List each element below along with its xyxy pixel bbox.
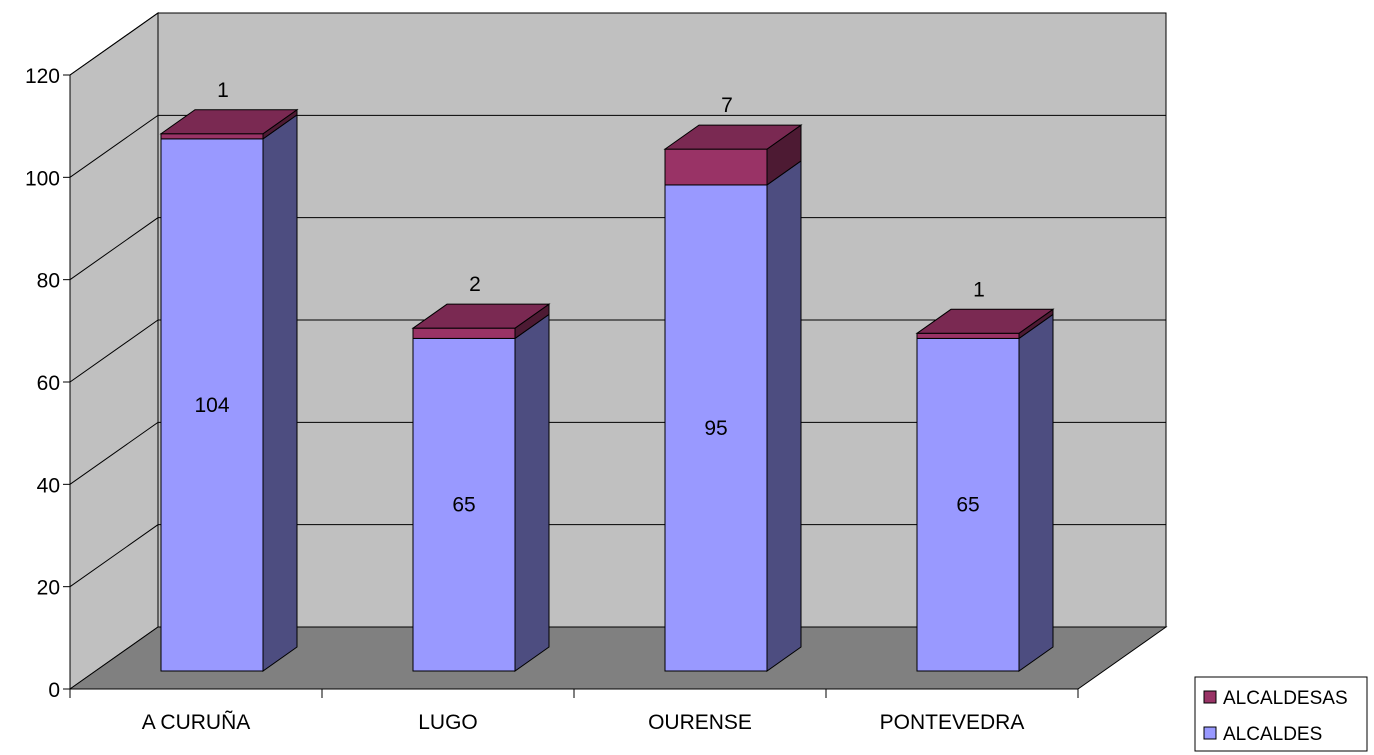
x-tick-label: LUGO	[418, 711, 478, 734]
gridlines	[69, 12, 1166, 588]
bar-front	[664, 148, 768, 186]
data-label: 2	[469, 273, 481, 296]
data-label: 65	[452, 494, 475, 517]
y-tick-label: 120	[25, 65, 60, 88]
bar-front	[916, 337, 1020, 672]
x-tick-label: PONTEVEDRA	[880, 711, 1025, 734]
gridline	[69, 217, 1166, 281]
y-tick-label: 40	[37, 474, 60, 497]
data-label: 65	[956, 494, 979, 517]
bar-front	[916, 332, 1020, 339]
bar-side	[262, 113, 298, 672]
bar-front	[160, 138, 264, 672]
gridline	[69, 114, 1166, 178]
data-label: 95	[704, 417, 727, 440]
bar-front	[160, 133, 264, 140]
legend-swatch	[1203, 690, 1217, 704]
gridline	[69, 421, 1166, 485]
bar-front	[664, 184, 768, 672]
bar-top	[159, 109, 299, 135]
legend-swatch	[1203, 726, 1217, 740]
bar-segment	[411, 303, 551, 340]
data-label: 104	[194, 394, 229, 417]
x-tick-label: OURENSE	[648, 711, 752, 734]
legend: ALCALDESAS ALCALDES	[1194, 676, 1368, 752]
bar-side	[1018, 313, 1054, 672]
y-tick-label: 0	[48, 679, 60, 702]
x-tick-label: A CURUÑA	[142, 710, 251, 734]
y-tick-label: 100	[25, 167, 60, 190]
bar-top	[915, 308, 1055, 334]
gridline	[69, 524, 1166, 588]
bar-segment	[412, 313, 550, 672]
bar-segment	[664, 159, 802, 672]
bar-side	[766, 159, 802, 672]
data-label: 1	[973, 278, 985, 301]
bar-segment	[663, 124, 803, 186]
bar-side	[514, 313, 550, 672]
y-tick-label: 80	[37, 270, 60, 293]
bar-segment	[160, 113, 298, 672]
y-axis: 0 20 40 60 80 100 120	[25, 65, 71, 702]
bar-segment	[916, 313, 1054, 672]
legend-label: ALCALDESAS	[1223, 688, 1348, 709]
bar-front	[412, 327, 516, 339]
bar-top	[411, 303, 551, 329]
bar-top	[663, 124, 803, 150]
y-tick-label: 60	[37, 372, 60, 395]
bars: 104 1 65 2 95 7 65 1	[159, 79, 1055, 672]
x-axis: A CURUÑA LUGO OURENSE PONTEVEDRA	[69, 688, 1079, 734]
data-label: 7	[721, 94, 733, 117]
legend-box	[1194, 676, 1368, 752]
gridline	[69, 319, 1166, 383]
y-tick-label: 20	[37, 577, 60, 600]
data-label: 1	[217, 79, 229, 102]
bar-front	[412, 337, 516, 672]
legend-label: ALCALDES	[1223, 724, 1322, 745]
bar-segment	[915, 308, 1055, 340]
bar-segment	[159, 108, 299, 140]
gridline	[69, 12, 1166, 76]
